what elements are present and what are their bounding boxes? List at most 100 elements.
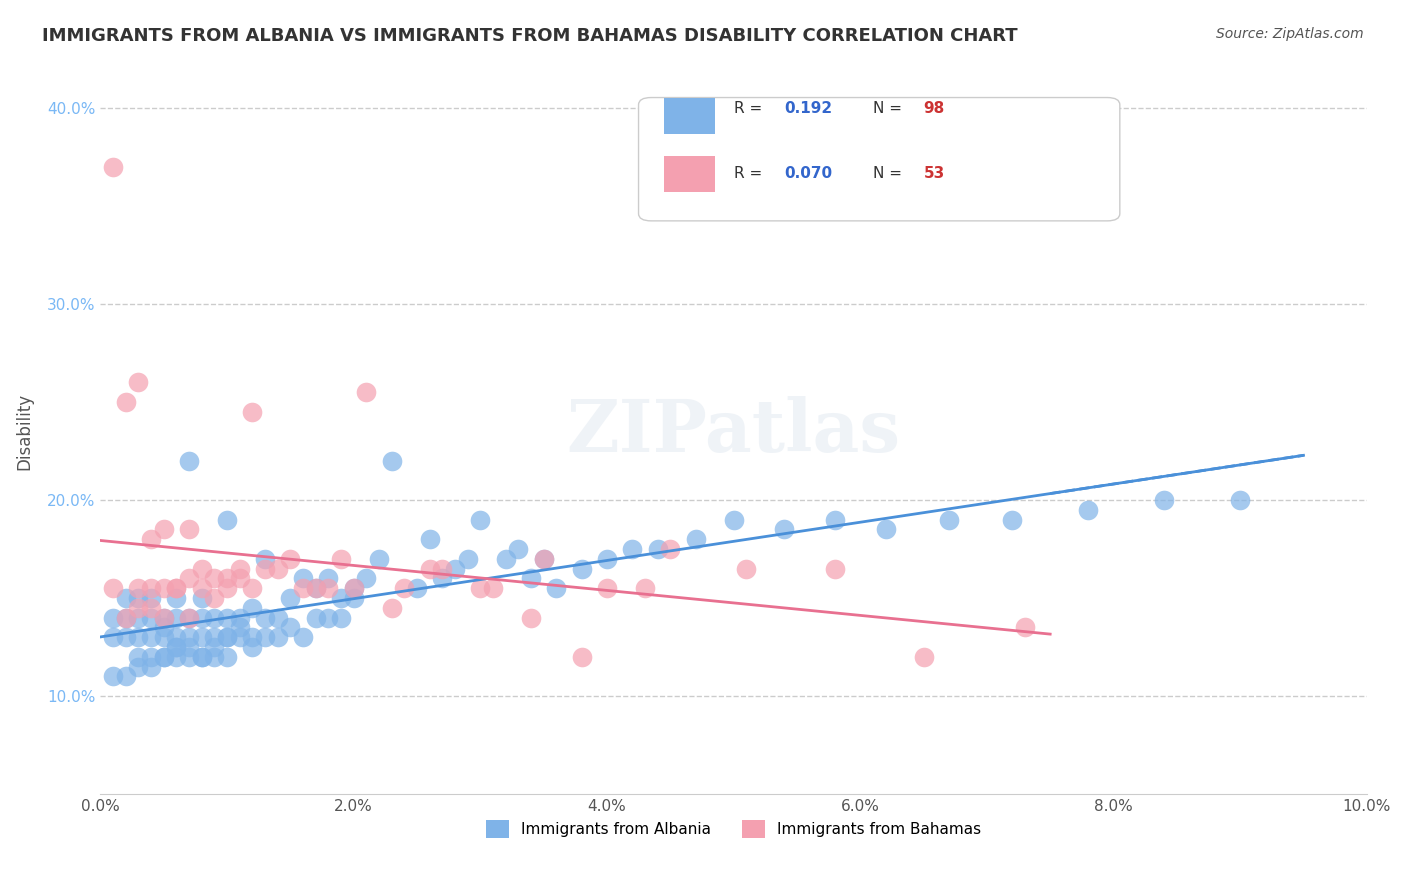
Point xyxy=(177,522,200,536)
FancyBboxPatch shape xyxy=(664,155,714,192)
Point xyxy=(152,610,174,624)
Point xyxy=(291,571,314,585)
Text: N =: N = xyxy=(873,101,907,116)
Point xyxy=(533,551,555,566)
Point xyxy=(1229,492,1251,507)
Point xyxy=(278,620,301,634)
Point xyxy=(432,561,454,575)
Point xyxy=(152,649,174,664)
Point xyxy=(177,610,200,624)
Point xyxy=(392,581,416,595)
Point xyxy=(101,630,124,644)
Point xyxy=(215,571,238,585)
Point xyxy=(824,512,846,526)
Point xyxy=(114,630,136,644)
Point xyxy=(215,630,238,644)
Point xyxy=(495,551,517,566)
Point xyxy=(419,532,441,546)
Point xyxy=(101,669,124,683)
Point xyxy=(177,630,200,644)
Point xyxy=(177,610,200,624)
Point xyxy=(190,581,212,595)
Point xyxy=(139,630,162,644)
Point xyxy=(127,581,149,595)
Point xyxy=(228,610,250,624)
Point xyxy=(1153,492,1175,507)
Point xyxy=(165,640,187,654)
Point xyxy=(228,561,250,575)
Point xyxy=(342,591,364,605)
Point xyxy=(520,571,543,585)
FancyBboxPatch shape xyxy=(638,97,1119,221)
Point xyxy=(202,649,225,664)
Point xyxy=(139,581,162,595)
Point xyxy=(165,630,187,644)
Point xyxy=(685,532,707,546)
Point xyxy=(114,610,136,624)
Point xyxy=(152,581,174,595)
Point xyxy=(240,404,263,418)
Point xyxy=(152,610,174,624)
Point xyxy=(316,581,339,595)
Point xyxy=(240,640,263,654)
Point xyxy=(139,649,162,664)
Point xyxy=(215,630,238,644)
Point xyxy=(127,630,149,644)
Point xyxy=(101,160,124,174)
Point xyxy=(316,571,339,585)
Point xyxy=(647,541,669,556)
Point xyxy=(634,581,657,595)
Point xyxy=(165,581,187,595)
Point xyxy=(228,620,250,634)
Text: 53: 53 xyxy=(924,166,945,181)
Point xyxy=(406,581,429,595)
Point xyxy=(419,561,441,575)
Point xyxy=(291,581,314,595)
Text: 98: 98 xyxy=(924,101,945,116)
Point xyxy=(101,610,124,624)
Point xyxy=(101,581,124,595)
Point xyxy=(824,561,846,575)
Point xyxy=(508,541,530,556)
Point xyxy=(354,571,377,585)
Point xyxy=(291,630,314,644)
Point xyxy=(457,551,479,566)
Text: IMMIGRANTS FROM ALBANIA VS IMMIGRANTS FROM BAHAMAS DISABILITY CORRELATION CHART: IMMIGRANTS FROM ALBANIA VS IMMIGRANTS FR… xyxy=(42,27,1018,45)
Point xyxy=(659,541,682,556)
Point xyxy=(304,581,326,595)
Legend: Immigrants from Albania, Immigrants from Bahamas: Immigrants from Albania, Immigrants from… xyxy=(479,814,987,845)
Point xyxy=(114,610,136,624)
Point xyxy=(266,610,288,624)
Point xyxy=(202,610,225,624)
Point xyxy=(354,385,377,400)
Point xyxy=(139,532,162,546)
Point xyxy=(202,640,225,654)
Point xyxy=(938,512,960,526)
Point xyxy=(1014,620,1036,634)
Point xyxy=(127,376,149,390)
Point xyxy=(190,561,212,575)
Text: 0.192: 0.192 xyxy=(785,101,832,116)
Point xyxy=(202,630,225,644)
Point xyxy=(165,649,187,664)
Text: R =: R = xyxy=(734,101,766,116)
Point xyxy=(215,581,238,595)
Point xyxy=(875,522,897,536)
Point xyxy=(470,581,492,595)
Point xyxy=(266,561,288,575)
Point xyxy=(190,649,212,664)
Point xyxy=(253,551,276,566)
Point xyxy=(329,610,352,624)
Point xyxy=(114,669,136,683)
Point xyxy=(139,610,162,624)
Text: N =: N = xyxy=(873,166,907,181)
Point xyxy=(329,591,352,605)
Point xyxy=(316,610,339,624)
Point xyxy=(773,522,796,536)
Point xyxy=(165,640,187,654)
Point xyxy=(1077,502,1099,516)
Point xyxy=(1001,512,1024,526)
Point xyxy=(152,630,174,644)
Point xyxy=(114,395,136,409)
Point xyxy=(190,610,212,624)
